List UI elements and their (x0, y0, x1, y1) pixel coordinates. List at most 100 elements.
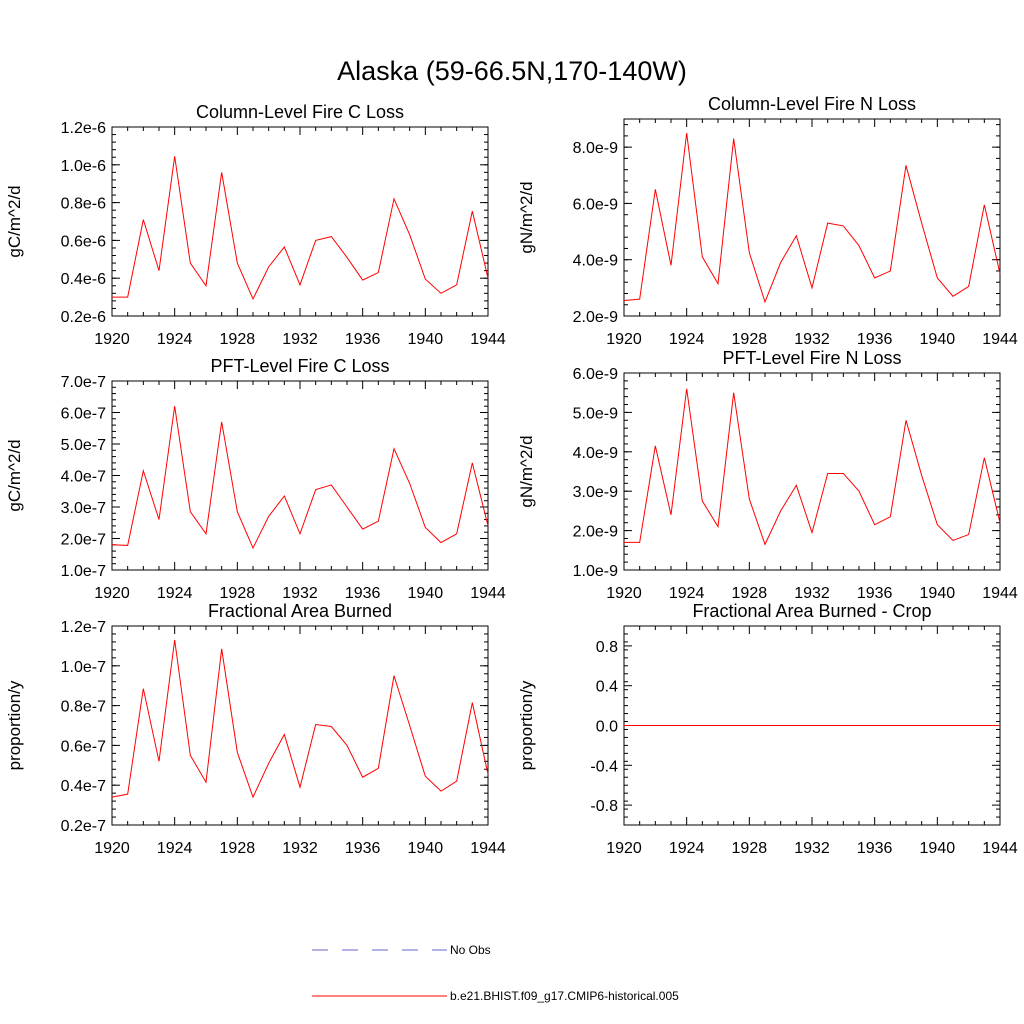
x-tick-label: 1936 (857, 840, 893, 857)
x-tick-label: 1940 (408, 331, 444, 348)
y-tick-label: 0.4 (596, 679, 618, 696)
y-tick-label: 0.8e-7 (61, 699, 106, 716)
x-tick-label: 1936 (857, 331, 893, 348)
chart-panel: Fractional Area Burned proportion/y 1920 19… (5, 601, 506, 857)
x-tick-label: 1944 (982, 585, 1018, 602)
series-line (623, 133, 1001, 304)
legend-model-label: b.e21.BHIST.f09_g17.CMIP6-historical.005 (450, 989, 679, 1003)
x-tick-label: 1944 (470, 331, 506, 348)
x-tick-label: 1924 (157, 585, 193, 602)
x-tick-label: 1936 (345, 585, 381, 602)
x-tick-label: 1932 (282, 331, 318, 348)
y-tick-label: 2.0e-9 (573, 524, 618, 541)
panel-title: PFT-Level Fire C Loss (210, 356, 389, 376)
y-tick-label: 6.0e-9 (573, 366, 618, 383)
x-tick-label: 1932 (282, 585, 318, 602)
y-tick-label: 7.0e-7 (61, 374, 106, 391)
x-tick-label: 1928 (732, 840, 768, 857)
y-axis-label: gN/m^2/d (517, 435, 536, 507)
chart-panels: Column-Level Fire C Loss gC/m^2/d 1920 1924… (5, 94, 1018, 857)
page-title: Alaska (59-66.5N,170-140W) (337, 56, 687, 86)
x-tick-label: 1936 (345, 840, 381, 857)
panel-title: PFT-Level Fire N Loss (722, 348, 901, 368)
y-tick-label: 3.0e-9 (573, 484, 618, 501)
series-line (111, 406, 489, 550)
chart-panel: PFT-Level Fire N Loss gN/m^2/d 1920 1924 192… (517, 348, 1018, 602)
y-tick-label: 4.0e-7 (61, 469, 106, 486)
x-tick-label: 1940 (920, 331, 956, 348)
y-tick-label: -0.4 (590, 758, 618, 775)
x-tick-label: 1920 (94, 331, 130, 348)
y-axis-label: gC/m^2/d (5, 439, 24, 511)
y-tick-label: 3.0e-7 (61, 500, 106, 517)
x-tick-label: 1940 (408, 585, 444, 602)
x-tick-label: 1924 (669, 585, 705, 602)
y-tick-label: 4.0e-9 (573, 445, 618, 462)
x-tick-label: 1932 (282, 840, 318, 857)
y-tick-label: 8.0e-9 (573, 140, 618, 157)
y-tick-label: -0.8 (590, 798, 618, 815)
y-tick-label: 1.2e-6 (61, 120, 106, 137)
y-tick-label: 0.2e-6 (61, 309, 106, 326)
panel-title: Column-Level Fire N Loss (708, 94, 916, 114)
legend-obs-label: No Obs (450, 943, 491, 957)
x-tick-label: 1928 (220, 331, 256, 348)
x-tick-label: 1940 (920, 585, 956, 602)
plot-frame (111, 625, 489, 826)
x-tick-label: 1920 (94, 585, 130, 602)
y-tick-label: 5.0e-7 (61, 437, 106, 454)
y-tick-label: 0.8e-6 (61, 196, 106, 213)
y-axis-label: gN/m^2/d (517, 181, 536, 253)
series-line (624, 388, 1001, 546)
series-line (111, 639, 489, 799)
chart-panel: Fractional Area Burned - Crop proportion/… (517, 601, 1018, 857)
y-tick-label: 2.0e-9 (573, 309, 618, 326)
x-tick-label: 1924 (157, 331, 193, 348)
x-tick-label: 1924 (157, 840, 193, 857)
y-tick-label: 0.8 (596, 639, 618, 656)
x-tick-label: 1920 (606, 585, 642, 602)
y-tick-label: 2.0e-7 (61, 532, 106, 549)
y-tick-label: 6.0e-9 (573, 196, 618, 213)
plot-frame (111, 380, 489, 571)
y-tick-label: 5.0e-9 (573, 405, 618, 422)
panel-title: Fractional Area Burned (208, 601, 392, 621)
x-tick-label: 1924 (669, 331, 705, 348)
y-tick-label: 0.4e-7 (61, 778, 106, 795)
panel-title: Fractional Area Burned - Crop (692, 601, 931, 621)
y-tick-label: 1.0e-7 (61, 659, 106, 676)
y-tick-label: 1.0e-6 (61, 158, 106, 175)
y-tick-label: 0.6e-6 (61, 233, 106, 250)
x-tick-label: 1932 (794, 840, 830, 857)
y-tick-label: 6.0e-7 (61, 406, 106, 423)
x-tick-label: 1928 (732, 331, 768, 348)
y-tick-label: 1.0e-7 (61, 563, 106, 580)
y-tick-label: 0.4e-6 (61, 271, 106, 288)
y-axis-label: proportion/y (5, 680, 24, 770)
x-tick-label: 1940 (920, 840, 956, 857)
y-tick-label: 1.0e-9 (573, 563, 618, 580)
chart-panel: PFT-Level Fire C Loss gC/m^2/d 1920 1924 192… (5, 356, 506, 602)
x-tick-label: 1924 (669, 840, 705, 857)
y-tick-label: 0.0 (596, 719, 618, 736)
x-tick-label: 1940 (408, 840, 444, 857)
legend: No Obs b.e21.BHIST.f09_g17.CMIP6-histori… (312, 943, 679, 1003)
x-tick-label: 1928 (732, 585, 768, 602)
x-tick-label: 1932 (794, 585, 830, 602)
y-tick-label: 4.0e-9 (573, 253, 618, 270)
x-tick-label: 1920 (94, 840, 130, 857)
plot-frame (111, 126, 489, 317)
x-tick-label: 1920 (606, 331, 642, 348)
chart-panel: Column-Level Fire C Loss gC/m^2/d 1920 1924… (5, 102, 506, 348)
x-tick-label: 1944 (982, 840, 1018, 857)
x-tick-label: 1944 (982, 331, 1018, 348)
x-tick-label: 1920 (606, 840, 642, 857)
series-line (112, 156, 489, 301)
x-tick-label: 1944 (470, 585, 506, 602)
y-axis-label: proportion/y (517, 680, 536, 770)
x-tick-label: 1936 (857, 585, 893, 602)
y-tick-label: 0.6e-7 (61, 738, 106, 755)
x-tick-label: 1932 (794, 331, 830, 348)
chart-panel: Column-Level Fire N Loss gN/m^2/d 1920 1924… (517, 94, 1018, 348)
